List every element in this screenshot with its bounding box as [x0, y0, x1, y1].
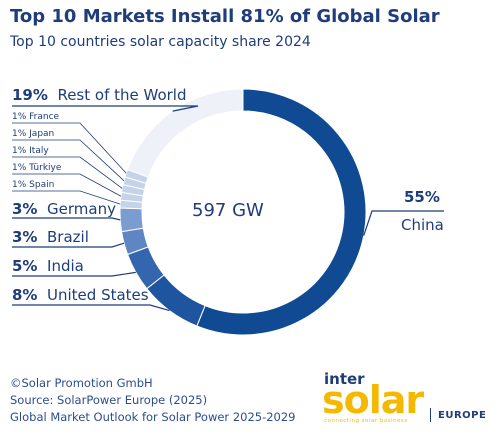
- label-united-states: 8% United States: [12, 286, 149, 304]
- footer-source: Source: SolarPower Europe (2025): [10, 393, 208, 407]
- label-india: 5% India: [12, 257, 84, 275]
- leader-line-spain: [12, 190, 121, 205]
- label-rest-of-world: 19% Rest of the World: [12, 86, 187, 104]
- leader-line-china: [363, 210, 444, 236]
- leader-line-india: [12, 271, 136, 277]
- label-japan: 1% Japan: [12, 129, 55, 139]
- label-italy: 1% Italy: [12, 146, 49, 156]
- label-france: 1% France: [12, 112, 60, 122]
- footer-copyright: ©Solar Promotion GmbH: [10, 376, 153, 390]
- leader-line-brazil: [12, 242, 125, 248]
- label-spain: 1% Spain: [12, 180, 55, 190]
- leader-line-rest-of-the-world: [12, 105, 199, 112]
- label-china-pct: 55%: [404, 188, 440, 206]
- leader-line-united-states: [12, 304, 170, 312]
- leader-line-t-rkiye: [12, 173, 122, 197]
- leader-line-japan: [12, 139, 125, 182]
- leader-line-france: [12, 122, 127, 174]
- slice-united-states: [146, 274, 206, 327]
- intersolar-europe-logo: inter solar connecting solar business EU…: [322, 370, 487, 424]
- label-germany: 3% Germany: [12, 200, 116, 218]
- chart-subtitle: Top 10 countries solar capacity share 20…: [10, 34, 311, 50]
- leader-line-italy: [12, 156, 123, 189]
- slice-rest-of-the-world: [126, 88, 244, 178]
- label-turkiye: 1% Türkiye: [12, 163, 62, 173]
- footer-report: Global Market Outlook for Solar Power 20…: [10, 410, 296, 424]
- label-china-name: China: [401, 216, 444, 234]
- chart-title: Top 10 Markets Install 81% of Global Sol…: [10, 6, 440, 27]
- donut-center-total: 597 GW: [192, 200, 264, 221]
- slice-germany: [119, 207, 144, 233]
- leader-line-germany: [12, 217, 121, 221]
- label-brazil: 3% Brazil: [12, 228, 89, 246]
